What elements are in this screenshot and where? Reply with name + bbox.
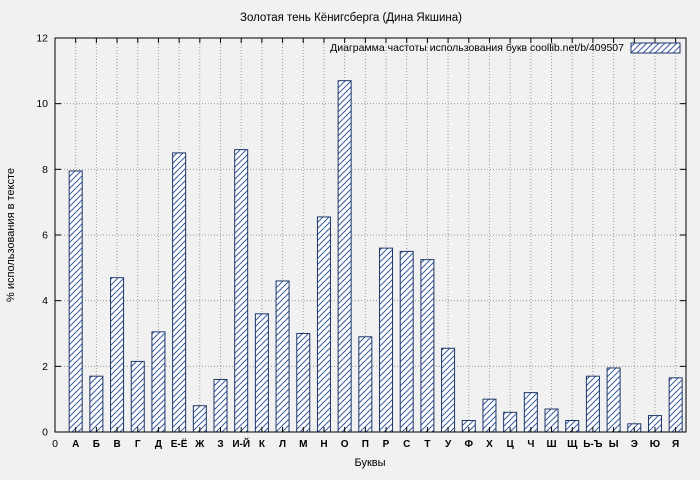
x-tick-label: С	[403, 439, 410, 450]
y-axis-title: % использования в тексте	[5, 168, 17, 302]
x-tick-label: Ч	[527, 439, 534, 450]
x-tick-label: Ю	[650, 439, 660, 450]
x-tick-label: М	[299, 439, 307, 450]
bar-Ь-Ъ	[585, 375, 600, 433]
y-tick-label: 2	[42, 361, 48, 373]
x-tick-label: А	[72, 439, 79, 450]
x-tick-label: Ш	[546, 439, 556, 450]
x-tick-label: П	[362, 439, 369, 450]
bar-Б	[89, 375, 104, 433]
bar-К	[254, 313, 269, 433]
x-tick-label: Т	[424, 439, 430, 450]
x-tick-label: Б	[93, 439, 100, 450]
y-tick-label: 4	[42, 295, 48, 307]
x-tick-label: Ж	[194, 439, 205, 450]
bar-У	[441, 347, 456, 433]
bar-Г	[130, 360, 145, 433]
bar-И-Й	[234, 149, 249, 433]
x-tick-label: Л	[279, 439, 286, 450]
x-tick-label: И-Й	[232, 437, 250, 450]
x-tick-label: Г	[135, 439, 141, 450]
plot-frame	[54, 37, 687, 433]
x-tick-label: В	[113, 439, 120, 450]
x-tick-label: Ц	[506, 439, 514, 450]
bar-В	[110, 277, 125, 433]
plot-area: 0 2 4 6 8 10 12 А Б В Г Д Е-Ё Ж З И-Й К Л М Н О П Р С Т У Ф Х Ц Ч Ш Щ Ь-…	[36, 33, 686, 450]
legend-swatch	[630, 42, 681, 54]
bar-С	[399, 250, 414, 433]
chart-title: Золотая тень Кёнигсберга (Дина Якшина)	[240, 12, 462, 24]
bar-Л	[275, 280, 290, 433]
x-tick-label: Э	[631, 439, 638, 450]
bar-А	[68, 170, 83, 433]
bar-М	[296, 333, 311, 433]
bar-Р	[379, 247, 394, 433]
x-tick-label: Д	[155, 439, 162, 450]
x-tick-label: Щ	[567, 439, 578, 450]
bar-П	[358, 336, 373, 433]
x-tick-label: Я	[672, 439, 679, 450]
y-tick-label: 12	[36, 33, 48, 45]
x-tick-label: Н	[320, 439, 327, 450]
x-tick-label: О	[341, 439, 349, 450]
bar-Я	[668, 377, 683, 433]
bar-Ч	[523, 392, 538, 433]
x-tick-label: Ь-Ъ	[583, 439, 603, 450]
y-tick-label: 8	[42, 164, 48, 176]
bar-О	[337, 80, 352, 433]
x-tick-label: Ф	[464, 439, 473, 450]
x-tick-label: Р	[383, 439, 390, 450]
legend-label: Диаграмма частоты использования букв coo…	[330, 42, 624, 54]
bar-Ы	[606, 367, 621, 433]
x-tick-label: Е-Ё	[171, 437, 188, 450]
bar-Н	[316, 216, 331, 433]
x-tick-label: К	[259, 439, 266, 450]
bar-Д	[151, 331, 166, 433]
bar-Е-Ё	[172, 152, 187, 433]
x-tick-label: З	[217, 439, 223, 450]
bar-Т	[420, 259, 435, 433]
y-tick-label: 0	[42, 427, 48, 439]
x-axis-title: Буквы	[354, 457, 385, 469]
x-origin-label: 0	[52, 438, 58, 450]
x-tick-label: Х	[486, 439, 493, 450]
y-tick-label: 10	[36, 98, 48, 110]
x-tick-label: У	[445, 439, 452, 450]
y-tick-label: 6	[42, 230, 48, 242]
bar-З	[213, 378, 228, 433]
x-tick-label: Ы	[609, 439, 619, 450]
